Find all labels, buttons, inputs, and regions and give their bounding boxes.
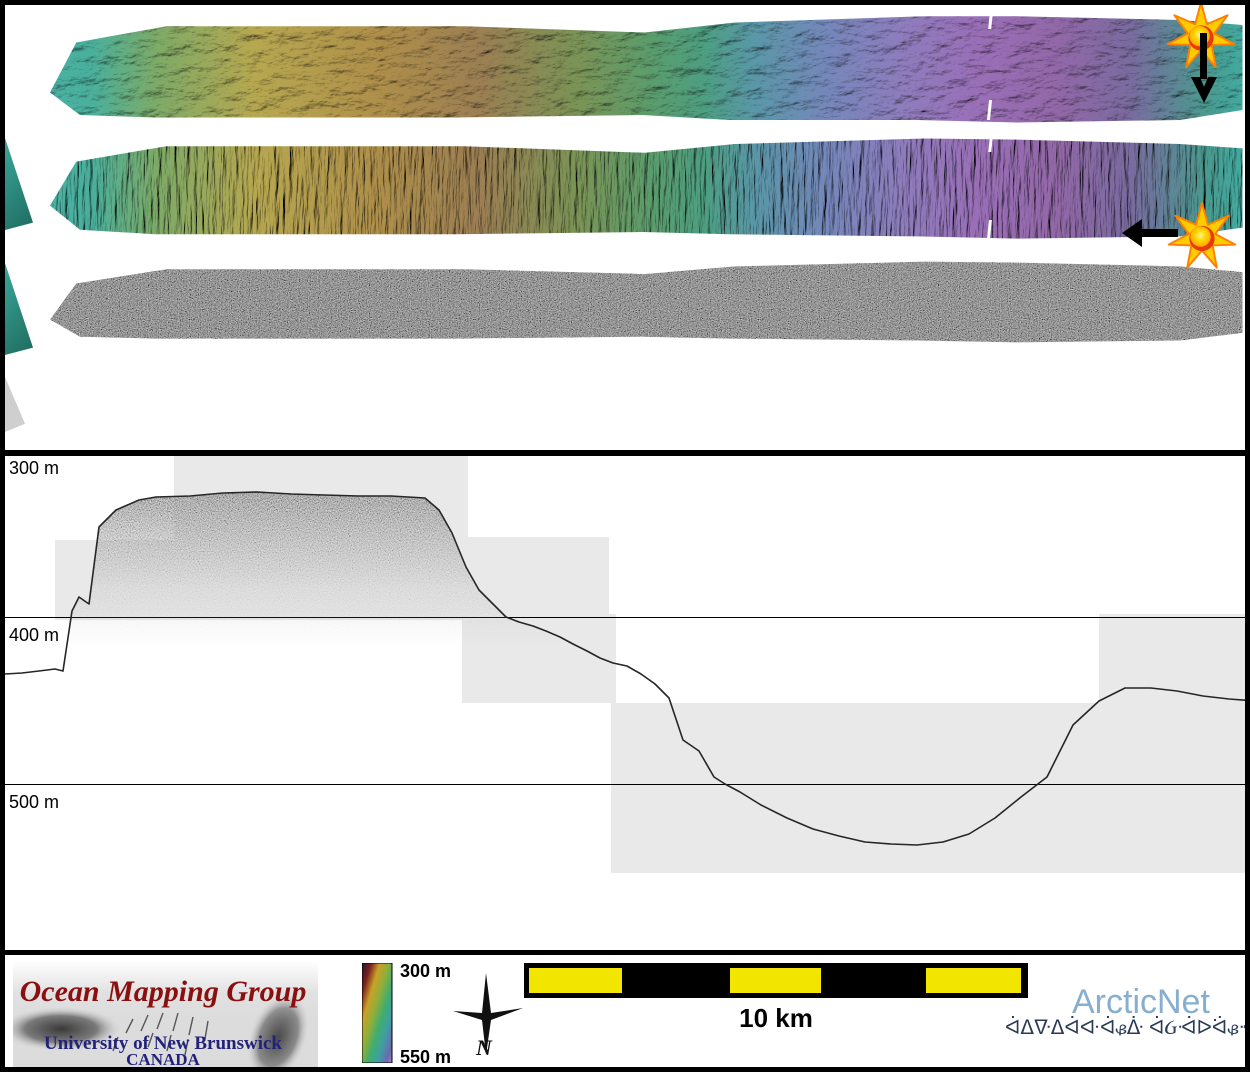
svg-text:N: N (475, 1035, 493, 1058)
svg-text:Ocean Mapping Group: Ocean Mapping Group (20, 975, 307, 1008)
svg-text:CANADA: CANADA (126, 1050, 200, 1067)
